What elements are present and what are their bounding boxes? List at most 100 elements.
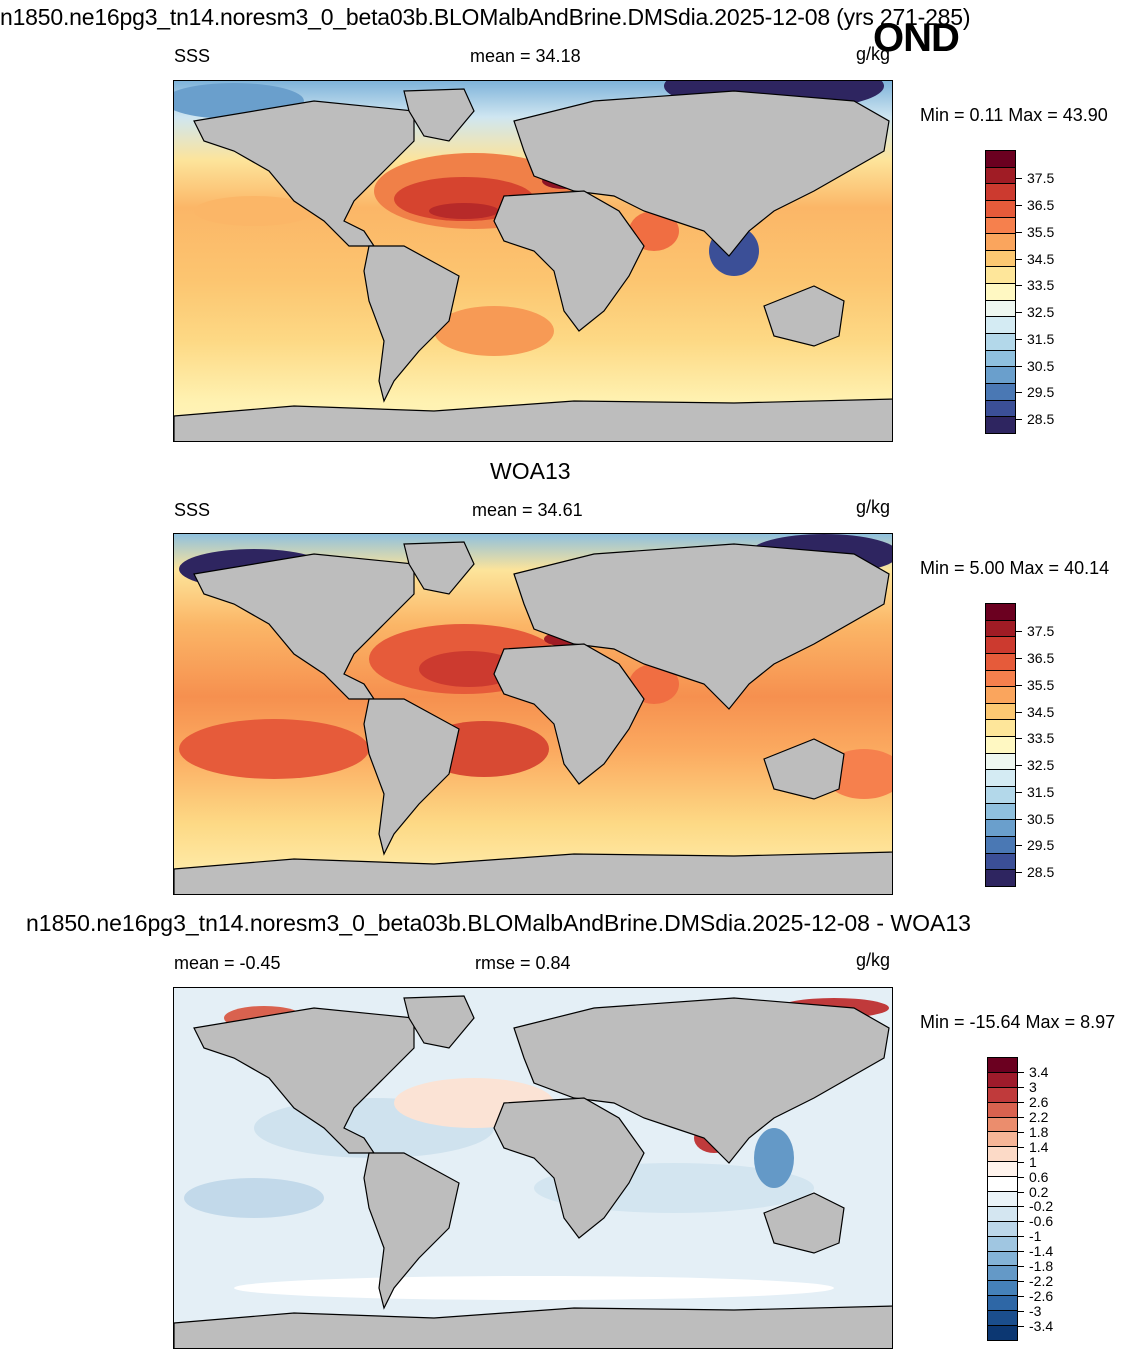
colorbar-tick-mark xyxy=(1018,1206,1024,1208)
diff-mean-label: mean = -0.45 xyxy=(174,953,281,973)
obs-variable-label: SSS xyxy=(174,500,211,520)
colorbar-swatch xyxy=(988,1058,1017,1073)
colorbar-tick-mark xyxy=(1018,1296,1024,1298)
colorbar-swatch xyxy=(988,1177,1017,1193)
colorbar-swatch xyxy=(988,1311,1017,1327)
colorbar-tick-label: 29.5 xyxy=(1027,384,1055,401)
colorbar-tick-label: 3.4 xyxy=(1029,1063,1049,1080)
colorbar-swatch xyxy=(986,787,1015,804)
colorbar-swatch xyxy=(986,703,1015,721)
colorbar-tick-label: -2.2 xyxy=(1029,1273,1054,1290)
colorbar-tick-label: 1.4 xyxy=(1029,1138,1049,1155)
colorbar-tick-mark xyxy=(1016,845,1022,847)
model-units-label: g/kg xyxy=(856,44,891,64)
colorbar-tick-mark xyxy=(1016,312,1022,314)
colorbar-tick-label: 33.5 xyxy=(1027,730,1055,747)
colorbar-swatch xyxy=(988,1296,1017,1312)
colorbar-tick-label: 2.6 xyxy=(1029,1093,1049,1110)
colorbar-tick-label: 30.5 xyxy=(1027,810,1055,827)
colorbar-tick-mark xyxy=(1018,1236,1024,1238)
colorbar-tick-mark xyxy=(1016,392,1022,394)
colorbar-tick-label: 31.5 xyxy=(1027,783,1055,800)
colorbar-swatch xyxy=(986,383,1015,401)
colorbar-swatch xyxy=(986,853,1015,871)
obs-sss-map xyxy=(173,533,893,895)
colorbar-swatch xyxy=(986,417,1015,433)
colorbar-swatch xyxy=(986,670,1015,688)
colorbar-tick-mark xyxy=(1016,658,1022,660)
colorbar-swatch xyxy=(986,836,1015,854)
colorbar-tick-label: 3 xyxy=(1029,1078,1037,1095)
colorbar-tick-label: 36.5 xyxy=(1027,197,1055,214)
model-sss-map xyxy=(173,80,893,442)
colorbar-swatch xyxy=(988,1132,1017,1148)
colorbar-tick-label: 28.5 xyxy=(1027,410,1055,427)
colorbar-swatch xyxy=(988,1251,1017,1267)
colorbar-swatch xyxy=(986,637,1015,654)
colorbar-tick-label: 2.2 xyxy=(1029,1108,1049,1125)
colorbar-tick-label: 37.5 xyxy=(1027,623,1055,640)
colorbar-tick-mark xyxy=(1018,1326,1024,1328)
colorbar-swatch xyxy=(986,620,1015,638)
colorbar-tick-label: -0.6 xyxy=(1029,1213,1054,1230)
model-colorbar xyxy=(985,150,1016,434)
model-sss-map-svg xyxy=(174,81,892,441)
colorbar-swatch xyxy=(986,604,1015,621)
colorbar-swatch xyxy=(986,334,1015,351)
colorbar-tick-mark xyxy=(1018,1191,1024,1193)
colorbar-tick-label: 35.5 xyxy=(1027,676,1055,693)
colorbar-tick-mark xyxy=(1018,1251,1024,1253)
colorbar-swatch xyxy=(986,167,1015,185)
colorbar-tick-mark xyxy=(1018,1146,1024,1148)
colorbar-swatch xyxy=(988,1162,1017,1178)
colorbar-swatch xyxy=(988,1206,1017,1222)
colorbar-tick-mark xyxy=(1016,765,1022,767)
colorbar-tick-mark xyxy=(1016,631,1022,633)
colorbar-swatch xyxy=(988,1192,1017,1207)
colorbar-tick-mark xyxy=(1018,1086,1024,1088)
figure-title: n1850.ne16pg3_tn14.noresm3_0_beta03b.BLO… xyxy=(0,4,971,30)
colorbar-tick-mark xyxy=(1018,1311,1024,1313)
colorbar-swatch xyxy=(986,400,1015,418)
colorbar-swatch xyxy=(986,737,1015,754)
colorbar-tick-mark xyxy=(1018,1266,1024,1268)
colorbar-swatch xyxy=(986,753,1015,771)
colorbar-swatch xyxy=(988,1072,1017,1088)
colorbar-swatch xyxy=(986,284,1015,301)
colorbar-tick-mark xyxy=(1016,418,1022,420)
model-mean-label: mean = 34.18 xyxy=(470,46,581,66)
colorbar-swatch xyxy=(986,653,1015,671)
colorbar-tick-mark xyxy=(1018,1116,1024,1118)
colorbar-swatch xyxy=(988,1326,1017,1340)
colorbar-swatch xyxy=(986,870,1015,886)
obs-minmax-label: Min = 5.00 Max = 40.14 xyxy=(920,558,1110,578)
colorbar-tick-mark xyxy=(1016,791,1022,793)
colorbar-tick-label: -1 xyxy=(1029,1228,1042,1245)
diff-panel-title: n1850.ne16pg3_tn14.noresm3_0_beta03b.BLO… xyxy=(26,910,971,936)
colorbar-swatch xyxy=(986,234,1015,251)
colorbar-tick-mark xyxy=(1016,178,1022,180)
colorbar-tick-label: 31.5 xyxy=(1027,330,1055,347)
colorbar-swatch xyxy=(986,250,1015,268)
season-label: OND xyxy=(873,16,960,60)
colorbar-swatch xyxy=(988,1236,1017,1252)
diff-minmax-label: Min = -15.64 Max = 8.97 xyxy=(920,1012,1116,1032)
colorbar-swatch xyxy=(986,200,1015,218)
model-variable-label: SSS xyxy=(174,46,211,66)
colorbar-tick-label: 36.5 xyxy=(1027,650,1055,667)
obs-sss-map-svg xyxy=(174,534,892,894)
colorbar-tick-mark xyxy=(1018,1101,1024,1103)
colorbar-swatch xyxy=(986,267,1015,285)
colorbar-tick-label: 32.5 xyxy=(1027,304,1055,321)
colorbar-tick-mark xyxy=(1018,1176,1024,1178)
colorbar-tick-mark xyxy=(1016,711,1022,713)
colorbar-tick-mark xyxy=(1016,231,1022,233)
colorbar-tick-label: -1.8 xyxy=(1029,1258,1054,1275)
colorbar-tick-mark xyxy=(1018,1221,1024,1223)
colorbar-swatch xyxy=(988,1281,1017,1297)
obs-colorbar xyxy=(985,603,1016,887)
colorbar-swatch xyxy=(986,687,1015,704)
diff-sss-map-svg xyxy=(174,988,892,1348)
colorbar-tick-label: 34.5 xyxy=(1027,250,1055,267)
colorbar-tick-mark xyxy=(1016,365,1022,367)
